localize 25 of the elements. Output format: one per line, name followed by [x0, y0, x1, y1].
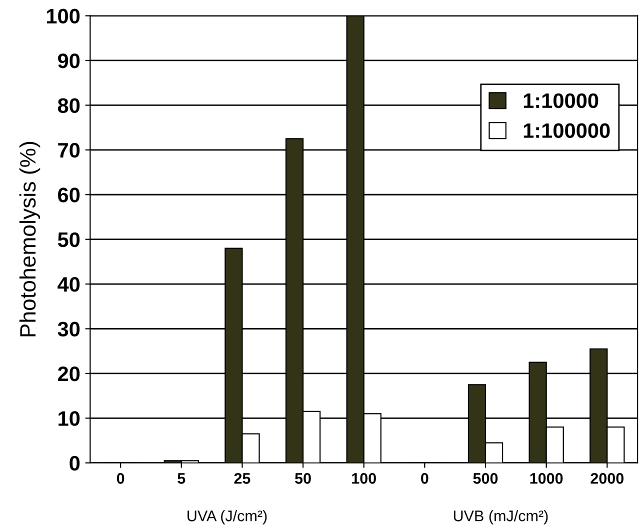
text: UVB (mJ/cm²): [454, 510, 548, 524]
text: UVA (J/cm²): [188, 510, 267, 524]
legend-label: 1:100000: [524, 123, 610, 138]
x-tick-label: 1000: [530, 473, 563, 484]
y-tick-label: 0: [70, 456, 80, 471]
y-tick-label: 10: [58, 411, 80, 426]
y-tick-label: 20: [58, 366, 80, 382]
y-tick-label: 90: [58, 53, 80, 68]
y-tick-label: 50: [58, 232, 80, 248]
y-tick-label: 40: [58, 277, 80, 292]
y-axis-title: Photohemolysis (%): [19, 142, 40, 336]
x-tick-label: 0: [116, 473, 124, 484]
x-tick-label: 0: [421, 473, 428, 484]
x-tick-label: 50: [295, 473, 311, 484]
x-tick-label: 5: [178, 473, 186, 484]
y-tick-label: 100: [46, 8, 80, 24]
x-tick-label: 500: [473, 473, 498, 484]
y-tick-label: 60: [58, 188, 80, 202]
y-tick-label: 70: [58, 142, 80, 158]
x-tick-label: 25: [234, 473, 250, 484]
legend-label: 1:10000: [524, 93, 598, 108]
x-tick-label: 100: [352, 473, 376, 484]
x-tick-label: 2000: [590, 473, 624, 484]
y-tick-label: 80: [58, 98, 80, 113]
y-tick-label: 30: [58, 322, 80, 337]
